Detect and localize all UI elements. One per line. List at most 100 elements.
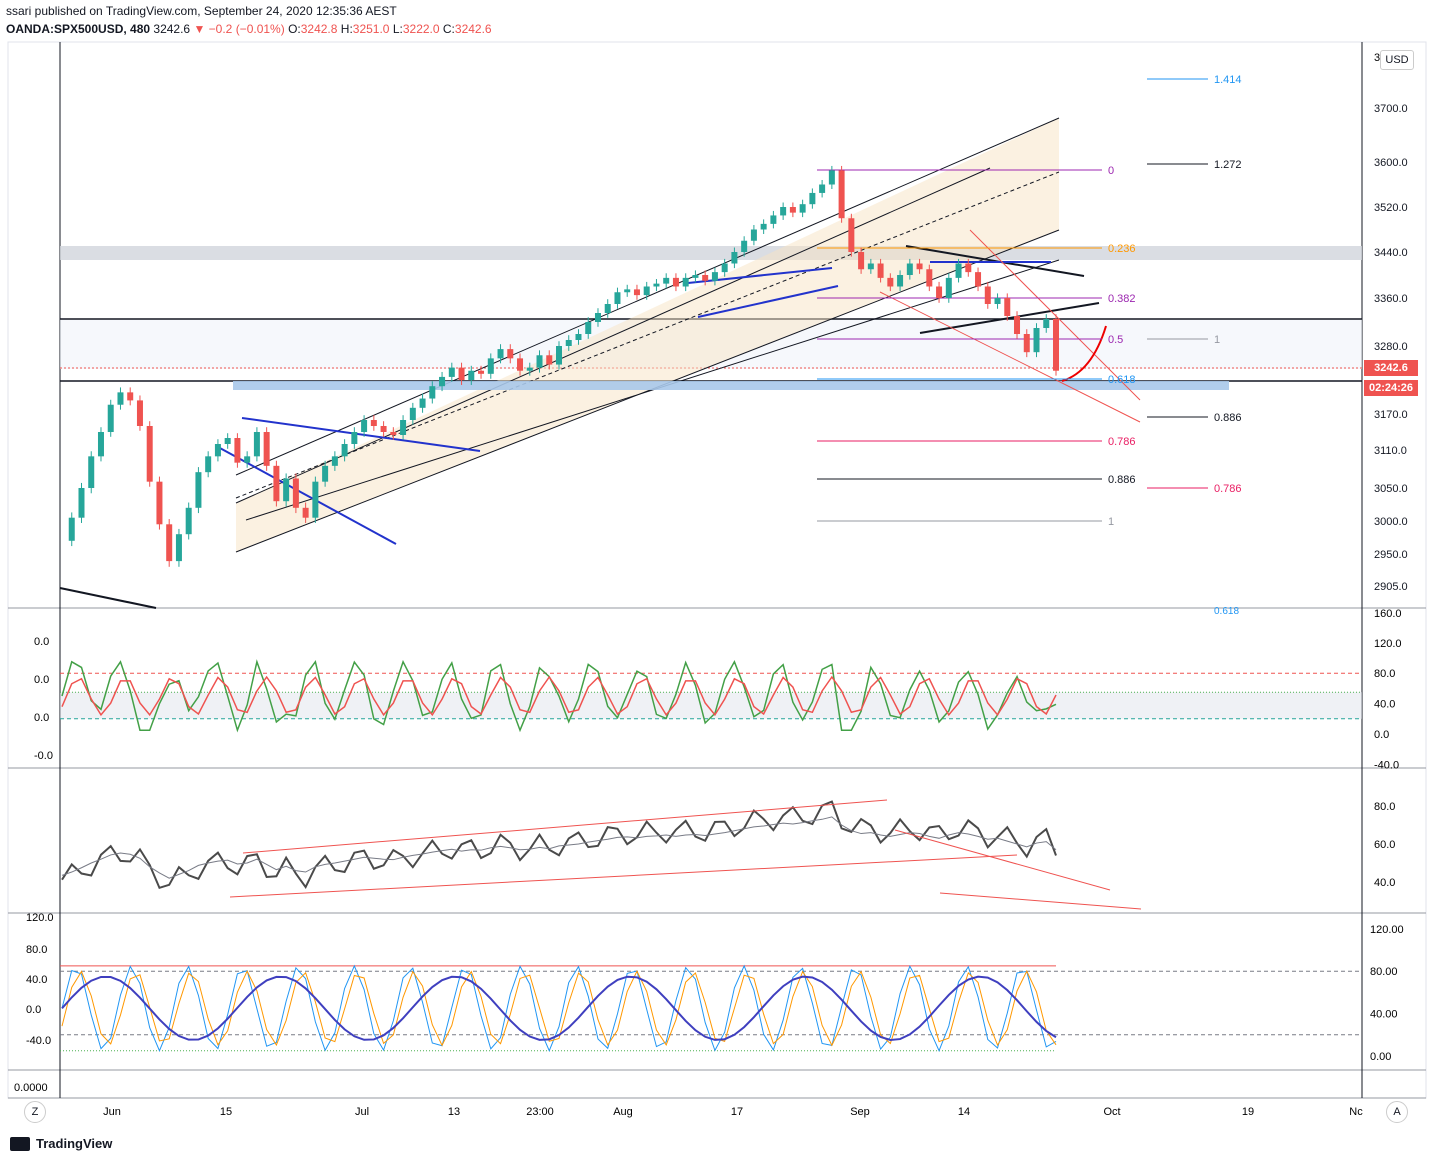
candle-body — [887, 277, 894, 287]
candle-body — [926, 269, 933, 287]
fib-label-4: 0.618 — [1108, 374, 1136, 386]
candle-body — [585, 322, 592, 334]
log-scale-toggle[interactable]: Z — [24, 1101, 46, 1123]
x-tick: Aug — [613, 1106, 633, 1118]
candle-body — [351, 432, 358, 444]
support-zone — [233, 381, 1229, 390]
osc3-tick: 0.00 — [1370, 1051, 1391, 1063]
candle-body — [1043, 319, 1050, 328]
candle-body — [439, 376, 446, 387]
published-line: ssari published on TradingView.com, Sept… — [6, 4, 397, 18]
candle-body — [741, 240, 748, 252]
candle-body — [390, 432, 397, 435]
last-price: 3242.6 — [153, 22, 191, 36]
fib-partial-label: 0.618 — [1214, 606, 1239, 617]
fib-label-2: 0.382 — [1108, 293, 1136, 305]
osc3-smooth-line — [61, 975, 1057, 1041]
candle-body — [1004, 298, 1011, 316]
candle-body — [370, 420, 377, 426]
candle-body — [429, 386, 436, 399]
currency-button[interactable]: USD — [1380, 50, 1414, 70]
candle-body — [750, 229, 757, 241]
x-tick: 15 — [220, 1106, 232, 1118]
candle-body — [88, 456, 95, 488]
low-label: L: — [392, 22, 403, 36]
candle-body — [244, 456, 251, 463]
candle-body — [546, 355, 553, 365]
tradingview-logo-icon — [10, 1136, 30, 1151]
osc1-tick: 80.0 — [1374, 668, 1395, 680]
candle-body — [965, 263, 972, 273]
candle-body — [507, 349, 514, 359]
price-tick: 3600.0 — [1374, 157, 1408, 169]
candle-body — [156, 481, 163, 525]
candle-body — [780, 207, 787, 216]
candle-body — [68, 517, 75, 541]
osc4-left-tick: 0.0000 — [14, 1082, 48, 1094]
price-tick: 3280.0 — [1374, 341, 1408, 353]
fib-label-0: 0 — [1108, 165, 1114, 177]
price-tick: 3050.0 — [1374, 483, 1408, 495]
close-value: 3242.6 — [454, 22, 492, 36]
fib-label-5: 0.786 — [1108, 436, 1136, 448]
candle-body — [604, 304, 611, 313]
candle-body — [663, 277, 670, 284]
osc3-left-tick: -40.0 — [26, 1035, 51, 1047]
candle-body — [253, 432, 260, 457]
candle-body — [770, 215, 777, 224]
x-tick: 14 — [958, 1106, 970, 1118]
candle-body — [819, 184, 826, 193]
candle-body — [809, 192, 816, 205]
candle-body — [127, 392, 134, 401]
candle-body — [302, 507, 309, 518]
candle-body — [789, 207, 796, 213]
osc2-down-lower — [939, 892, 1142, 910]
candle-body — [263, 432, 270, 466]
osc2-tick: 40.0 — [1374, 877, 1395, 889]
auto-scale-toggle[interactable]: A — [1386, 1101, 1408, 1123]
candle-body — [292, 478, 299, 508]
candle-body — [721, 263, 728, 273]
osc3-left-tick: 120.0 — [26, 912, 54, 924]
price-tick-partial: 3 — [1374, 52, 1380, 64]
candle-body — [1014, 316, 1021, 334]
candle-body — [1023, 334, 1030, 353]
channel-inner-upper — [235, 167, 991, 504]
osc1-tick-partial: 160.0 — [1374, 608, 1402, 620]
candle-body — [175, 534, 182, 562]
high-label: H: — [340, 22, 353, 36]
candle-body — [594, 313, 601, 322]
osc1-left-tick: 0.0 — [34, 674, 49, 686]
x-tick: Nc — [1349, 1106, 1363, 1118]
candle-body — [517, 358, 524, 371]
candle-body — [78, 488, 85, 518]
fib-label-6: 0.886 — [1108, 474, 1136, 486]
candle-body — [916, 263, 923, 270]
candle-body — [653, 283, 660, 287]
fib-ext-label-3: 0.886 — [1214, 412, 1242, 424]
candle-body — [877, 263, 884, 278]
osc1-tick: 120.0 — [1374, 638, 1402, 650]
candle-body — [536, 355, 543, 368]
candle-body — [682, 277, 689, 287]
candle-body — [97, 432, 104, 457]
candle-body — [760, 223, 767, 230]
x-tick: Jun — [103, 1106, 121, 1118]
price-tick: 3110.0 — [1374, 445, 1407, 457]
candle-body — [283, 478, 290, 502]
old-trendline — [59, 587, 157, 609]
osc1-left-tick: -0.0 — [34, 750, 53, 762]
candle-body — [487, 358, 494, 374]
candle-body — [458, 367, 465, 380]
candle-body — [322, 465, 329, 482]
price-tick: 3520.0 — [1374, 202, 1408, 214]
price-tick: 3170.0 — [1374, 409, 1408, 421]
flag-lower — [697, 285, 839, 318]
change: ▼ −0.2 (−0.01%) — [193, 22, 285, 36]
symbol-line: OANDA:SPX500USD, 480 3242.6 ▼ −0.2 (−0.0… — [6, 22, 492, 36]
candle-body — [1053, 319, 1059, 371]
candle-body — [945, 277, 952, 298]
low-value: 3222.0 — [402, 22, 440, 36]
fib-label-1: 0.236 — [1108, 243, 1136, 255]
